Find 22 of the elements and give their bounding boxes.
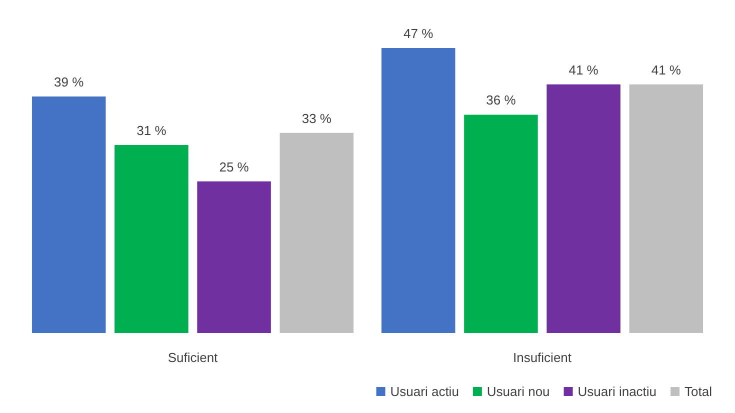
bar xyxy=(629,84,704,333)
x-tick-label: Insuficient xyxy=(512,350,572,365)
legend-label: Usuari actiu xyxy=(390,384,459,399)
bar xyxy=(546,84,620,333)
legend-label: Usuari inactiu xyxy=(578,384,657,399)
data-label: 41 % xyxy=(651,62,682,78)
data-label: 31 % xyxy=(136,123,167,138)
bar xyxy=(280,132,354,333)
bar xyxy=(464,114,538,333)
data-label: 25 % xyxy=(219,159,250,174)
data-label: 36 % xyxy=(486,92,516,108)
data-label: 33 % xyxy=(302,110,332,126)
data-label: 47 % xyxy=(404,26,434,41)
bar xyxy=(381,48,456,333)
bar xyxy=(32,96,106,333)
data-label: 39 % xyxy=(54,74,84,90)
bar xyxy=(197,181,271,333)
x-tick-label: Suficient xyxy=(168,350,218,365)
bar xyxy=(114,145,188,333)
legend-label: Usuari nou xyxy=(486,384,550,399)
data-label: 41 % xyxy=(568,62,599,78)
legend-label: Total xyxy=(684,384,712,399)
